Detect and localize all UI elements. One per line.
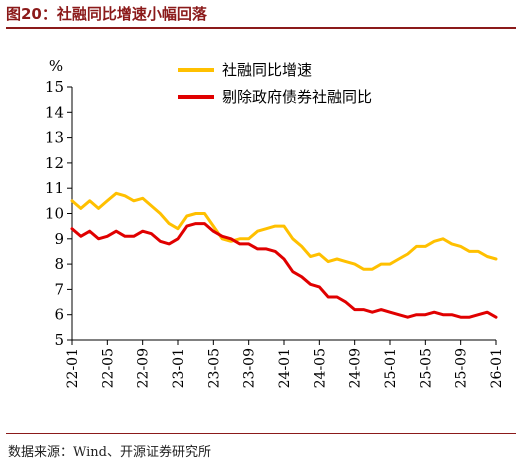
line-chart: % 5 6 7 8 9 10 11 12 13 14 15 22-01 22-05 22-09 23-01…: [45, 57, 505, 388]
x-tick-label: 24-09: [348, 348, 364, 388]
x-tick-label: 22-09: [136, 348, 152, 388]
y-tick-label: 12: [45, 154, 64, 172]
x-tick-label: 25-09: [454, 348, 470, 388]
x-tick-label: 25-01: [383, 348, 399, 388]
x-tick-label: 22-05: [100, 348, 116, 388]
title-rule: [6, 27, 516, 29]
y-tick-label: 10: [45, 205, 64, 223]
y-tick-label: 9: [54, 230, 64, 248]
x-tick-label: 22-01: [65, 348, 81, 388]
x-tick-label: 23-09: [242, 348, 258, 388]
legend: 社融同比增速 剔除政府债券社融同比: [178, 61, 372, 106]
y-tick-label: 15: [45, 78, 64, 96]
source-note: 数据来源：Wind、开源证券研究所: [8, 445, 211, 460]
x-tick-label: 24-01: [277, 348, 293, 388]
legend-label-1: 社融同比增速: [222, 61, 312, 79]
series-line-2: [70, 222, 498, 319]
y-tick-label: 14: [45, 103, 64, 121]
x-tick-label: 24-05: [312, 348, 328, 388]
y-axis-unit-label: %: [49, 57, 63, 75]
y-tick-label: 11: [45, 179, 64, 197]
y-tick-label: 13: [45, 129, 64, 147]
x-tick-label: 23-01: [171, 348, 187, 388]
series-line-1: [70, 191, 498, 271]
y-tick-label: 7: [54, 280, 64, 298]
y-tick-label: 5: [54, 331, 64, 349]
legend-label-2: 剔除政府债券社融同比: [222, 88, 372, 106]
y-axis: 5 6 7 8 9 10 11 12 13 14 15: [45, 78, 73, 349]
series-layer: [70, 191, 498, 319]
x-axis: 22-01 22-05 22-09 23-01 23-05 23-09 24-01 24-05…: [65, 339, 505, 388]
y-tick-label: 6: [54, 306, 64, 324]
figure-title: 图20：社融同比增速小幅回落: [6, 5, 207, 23]
x-tick-label: 25-05: [418, 348, 434, 388]
x-tick-label: 23-05: [206, 348, 222, 388]
y-tick-label: 8: [54, 255, 64, 273]
bottom-rule: [6, 433, 516, 434]
x-tick-label: 26-01: [489, 348, 505, 388]
